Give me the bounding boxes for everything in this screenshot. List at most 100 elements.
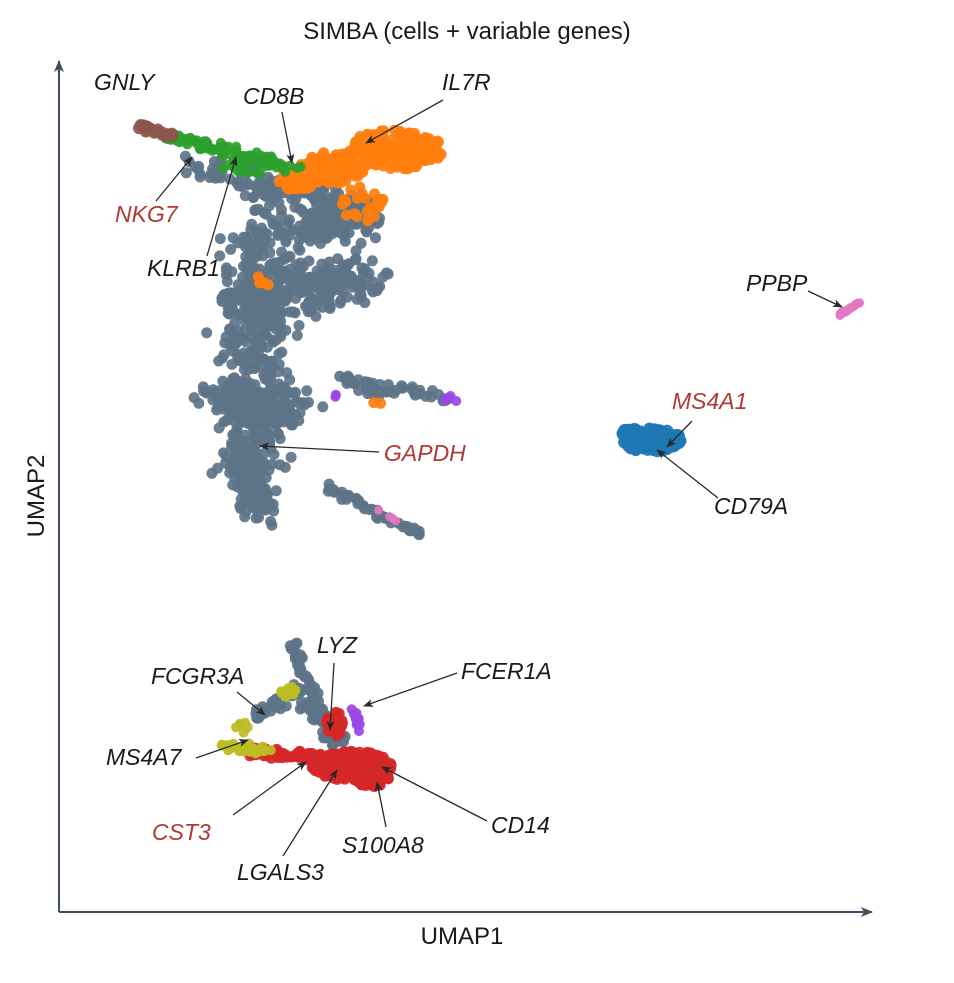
- scatter-point: [249, 379, 261, 391]
- scatter-point: [377, 271, 389, 283]
- scatter-point: [355, 237, 367, 249]
- annotation-ms4a7: MS4A7: [106, 739, 249, 770]
- scatter-point: [270, 701, 282, 713]
- scatter-point: [227, 345, 239, 357]
- annotation-nkg7: NKG7: [115, 156, 193, 227]
- annotation-arrow: [326, 662, 335, 731]
- scatter-point: [285, 451, 297, 463]
- scatter-point: [419, 155, 431, 167]
- scatter-point: [356, 768, 368, 780]
- scatter-point: [345, 184, 357, 196]
- scatter-point: [239, 450, 251, 462]
- scatter-point: [214, 233, 226, 245]
- annotation-gnly: GNLY: [94, 69, 156, 95]
- scatter-point: [643, 422, 656, 435]
- gene-label: LYZ: [317, 632, 358, 658]
- scatter-point: [222, 144, 233, 155]
- scatter-point: [339, 231, 351, 243]
- scatter-point: [182, 135, 193, 146]
- scatter-point: [188, 392, 200, 404]
- scatter-point: [344, 150, 356, 162]
- gene-label: CD8B: [243, 83, 304, 109]
- gene-label: CD14: [491, 812, 550, 838]
- cluster-b-cells: [616, 422, 687, 458]
- scatter-point: [298, 228, 310, 240]
- scatter-point: [619, 430, 632, 443]
- scatter-point: [366, 766, 378, 778]
- scatter-point: [394, 149, 405, 161]
- scatter-point: [239, 358, 251, 370]
- scatter-point: [247, 192, 259, 204]
- scatter-point: [291, 330, 303, 341]
- scatter-point: [258, 369, 270, 381]
- y-axis-label: UMAP2: [23, 455, 50, 538]
- scatter-point: [273, 257, 285, 268]
- scatter-point: [367, 276, 379, 288]
- scatter-point: [197, 381, 209, 393]
- scatter-point: [395, 139, 407, 151]
- gene-label: S100A8: [342, 832, 424, 858]
- scatter-point: [321, 232, 333, 244]
- scatter-point: [399, 130, 411, 142]
- cluster-fcer1a-group: [330, 389, 462, 737]
- scatter-point: [205, 143, 215, 153]
- scatter-point: [227, 303, 239, 315]
- scatter-point: [369, 749, 381, 761]
- scatter-point: [265, 304, 277, 316]
- annotation-ppbp: PPBP: [746, 270, 843, 308]
- scatter-point: [284, 374, 296, 386]
- scatter-point: [405, 158, 417, 170]
- scatter-point: [244, 482, 256, 494]
- scatter-point: [231, 375, 243, 387]
- annotation-s100a8: S100A8: [342, 781, 424, 858]
- scatter-point: [361, 153, 373, 165]
- scatter-point: [429, 139, 441, 151]
- scatter-point: [305, 685, 317, 697]
- gene-label: NKG7: [115, 201, 179, 227]
- scatter-point: [324, 199, 336, 211]
- scatter-point: [266, 519, 278, 531]
- gene-label: GAPDH: [384, 440, 466, 466]
- scatter-point: [239, 491, 251, 503]
- scatter-point: [333, 267, 345, 279]
- annotation-arrow: [807, 290, 843, 308]
- scatter-point: [343, 258, 355, 270]
- scatter-point: [419, 132, 431, 143]
- scatter-point: [268, 448, 280, 460]
- scatter-point: [360, 756, 372, 767]
- scatter-point: [288, 750, 300, 762]
- scatter-point: [280, 166, 291, 177]
- scatter-point: [218, 447, 230, 459]
- scatter-point: [272, 428, 284, 440]
- scatter-point: [289, 307, 301, 319]
- scatter-point: [311, 199, 323, 211]
- scatter-point: [272, 320, 284, 332]
- gene-label: PPBP: [746, 270, 808, 296]
- scatter-point: [234, 746, 245, 757]
- scatter-point: [272, 291, 283, 303]
- scatter-point: [236, 167, 246, 178]
- scatter-point: [232, 481, 243, 493]
- gene-label: MS4A1: [672, 388, 747, 414]
- scatter-point: [356, 281, 368, 293]
- scatter-point: [284, 250, 296, 262]
- scatter-point: [290, 173, 301, 185]
- scatter-point: [301, 385, 313, 397]
- scatter-point: [294, 703, 306, 715]
- scatter-point: [298, 260, 309, 272]
- scatter-point: [241, 231, 253, 243]
- annotation-arrow: [259, 442, 380, 453]
- scatter-point: [657, 430, 670, 443]
- scatter-point: [331, 730, 343, 742]
- scatter-point: [336, 486, 348, 498]
- scatter-point: [330, 391, 341, 402]
- scatter-point: [264, 237, 276, 249]
- scatter-point: [335, 173, 346, 185]
- annotation-fcgr3a: FCGR3A: [151, 663, 266, 716]
- scatter-point: [230, 448, 242, 460]
- scatter-point: [293, 320, 305, 331]
- annotation-fcer1a: FCER1A: [363, 658, 552, 707]
- scatter-point: [257, 250, 269, 262]
- scatter-point: [297, 397, 309, 409]
